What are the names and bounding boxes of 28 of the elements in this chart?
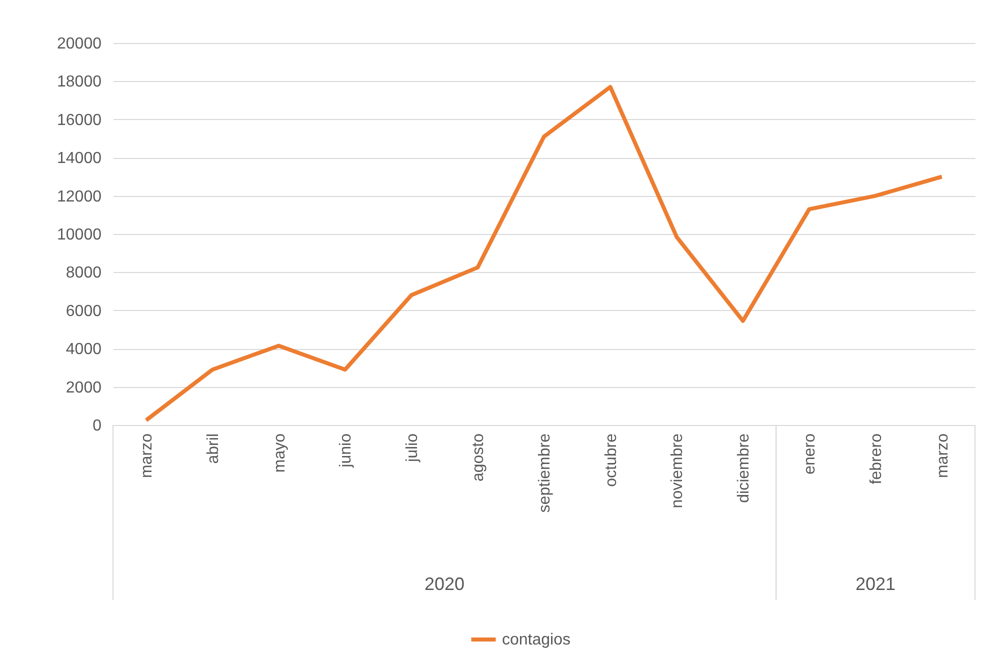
y-tick-label: 2000 (66, 379, 102, 396)
y-tick-label: 4000 (66, 341, 102, 358)
y-tick-label: 0 (92, 418, 102, 434)
x-tick-label: octubre (602, 433, 620, 487)
y-tick-label: 18000 (57, 74, 102, 91)
y-tick-label: 10000 (57, 226, 102, 244)
x-tick-label: enero (802, 433, 819, 474)
x-tick-label: noviembre (669, 433, 686, 508)
x-tick-label: julio (404, 433, 421, 463)
x-tick-label: abril (204, 434, 222, 464)
text: 2021 (856, 574, 896, 594)
y-tick-label: 12000 (57, 188, 102, 206)
y-tick-label: 16000 (57, 112, 102, 129)
x-tick-label: marzo (138, 433, 156, 478)
x-tick-label: septiembre (536, 433, 554, 513)
x-tick-label: mayo (271, 433, 288, 473)
x-tick-label: junio (338, 433, 355, 468)
y-tick-label: 8000 (66, 264, 102, 282)
x-tick-label: diciembre (735, 433, 752, 503)
text: 2020 (424, 574, 465, 594)
x-tick-label: marzo (934, 433, 952, 478)
x-tick-label: febrero (868, 433, 886, 484)
y-tick-label: 14000 (57, 150, 102, 168)
line-series (144, 84, 944, 422)
y-tick-label: 6000 (66, 302, 102, 320)
y-tick-label: 20000 (57, 36, 102, 52)
legend-label: contagios (502, 632, 570, 648)
x-tick-label: agosto (470, 433, 488, 482)
